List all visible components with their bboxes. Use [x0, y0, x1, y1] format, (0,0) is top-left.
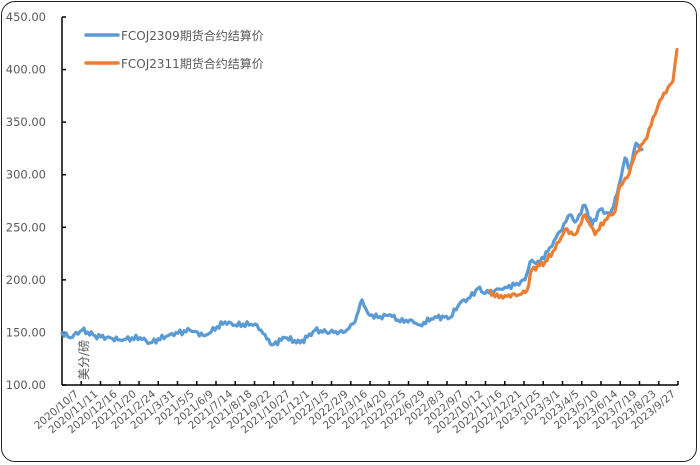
- legend-label: FCOJ2311期货合约结算价: [121, 56, 264, 71]
- y-tick-label: 150.00: [6, 325, 46, 339]
- y-tick-label: 400.00: [6, 63, 46, 77]
- series-line: [488, 47, 679, 300]
- y-axis-label: 美分/磅: [76, 340, 91, 380]
- series-line: [60, 141, 644, 347]
- y-tick-label: 250.00: [6, 220, 46, 234]
- y-tick-label: 350.00: [6, 115, 46, 129]
- y-tick-label: 450.00: [6, 10, 46, 24]
- x-axis: 2020/10/72020/11/112020/12/162021/1/2020…: [32, 381, 679, 436]
- y-axis: 100.00 150.00 200.00 250.00 300.00 350.00 400.…: [6, 10, 66, 392]
- legend-label: FCOJ2309期货合约结算价: [121, 28, 264, 43]
- y-tick-label: 200.00: [6, 273, 46, 287]
- chart-series: [60, 47, 679, 347]
- y-tick-label: 100.00: [6, 378, 46, 392]
- y-tick-label: 300.00: [6, 168, 46, 182]
- chart-legend: FCOJ2309期货合约结算价 FCOJ2311期货合约结算价: [84, 28, 264, 71]
